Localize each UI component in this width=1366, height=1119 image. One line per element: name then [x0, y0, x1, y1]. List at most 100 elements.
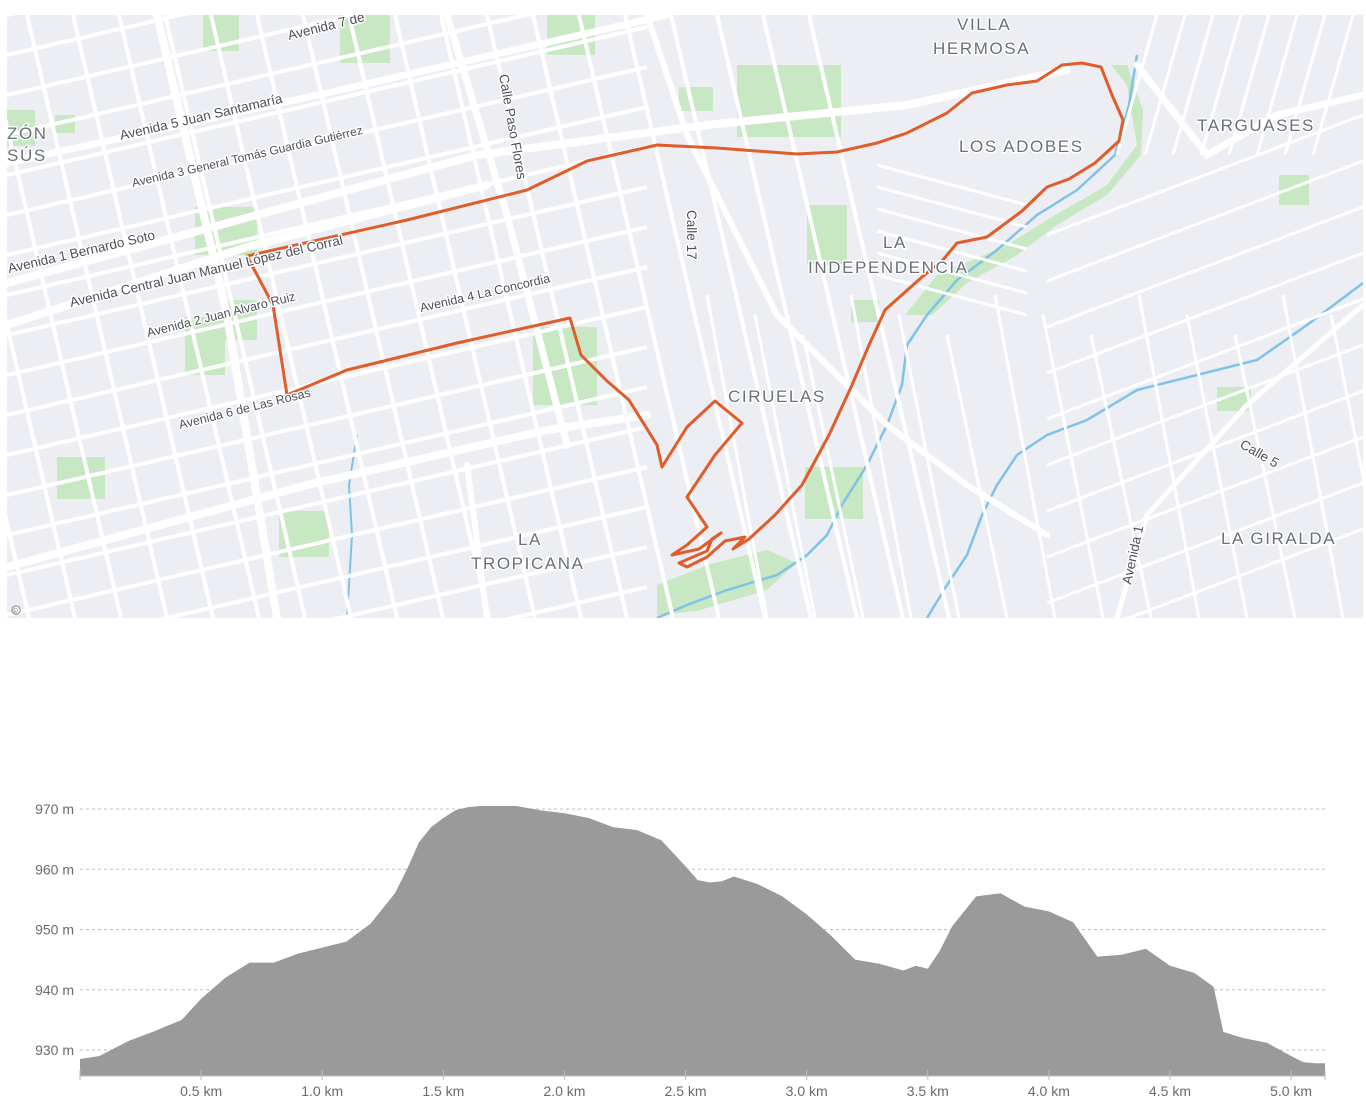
avenue	[443, 15, 571, 449]
avenue	[644, 15, 1050, 538]
park	[679, 87, 713, 111]
neighborhood-label: TARGUASES	[1197, 116, 1315, 135]
street	[1089, 334, 1153, 618]
park	[657, 550, 797, 615]
street	[163, 15, 307, 618]
elevation-chart-canvas[interactable]: 930 m 940 m 950 m 960 m 970 m 0.5 km 1.0 km 1.…	[0, 780, 1366, 1114]
street	[504, 585, 648, 618]
x-tick-label: 2.0 km	[543, 1083, 585, 1099]
avenue	[1133, 61, 1363, 160]
x-axis: 0.5 km 1.0 km 1.5 km 2.0 km 2.5 km 3.0 km 3.5 …	[79, 1070, 1326, 1099]
street	[1255, 15, 1299, 156]
y-tick-label: 970 m	[35, 801, 74, 817]
park	[851, 300, 879, 322]
x-tick-label: 4.5 km	[1149, 1083, 1191, 1099]
avenue	[7, 181, 491, 329]
roads-layer	[7, 15, 1363, 618]
street	[7, 118, 123, 618]
elevation-profile-chart[interactable]: 930 m 940 m 950 m 960 m 970 m 0.5 km 1.0 km 1.…	[0, 780, 1366, 1114]
street	[301, 15, 445, 618]
neighborhood-label: SÚS	[7, 146, 47, 165]
street	[7, 15, 189, 57]
attribution-icon[interactable]	[11, 605, 21, 615]
street	[7, 385, 648, 537]
neighborhood-label: LA	[883, 233, 907, 252]
street	[876, 185, 1028, 229]
street	[849, 294, 913, 618]
street	[1124, 527, 1363, 618]
y-tick-label: 960 m	[35, 861, 74, 877]
y-tick-label: 930 m	[35, 1042, 74, 1058]
activity-route-line[interactable]	[245, 61, 1125, 569]
street	[1046, 297, 1363, 421]
street	[1185, 314, 1249, 618]
street	[1046, 159, 1363, 283]
street	[669, 15, 813, 618]
street	[1233, 334, 1297, 618]
street	[753, 314, 817, 618]
street	[158, 505, 648, 618]
street	[1199, 15, 1243, 156]
street	[876, 207, 1028, 251]
street	[876, 251, 1028, 295]
x-tick-label: 4.0 km	[1028, 1083, 1070, 1099]
street	[439, 15, 583, 618]
street	[577, 15, 721, 618]
street	[1041, 314, 1105, 618]
street	[1171, 15, 1215, 156]
street	[945, 334, 1009, 618]
street	[1283, 15, 1327, 156]
neighborhood-label: CIRUELAS	[728, 387, 826, 406]
neighborhood-label: LOS ADOBES	[959, 137, 1084, 156]
street	[347, 15, 491, 618]
street	[1046, 251, 1363, 375]
y-tick-label: 950 m	[35, 922, 74, 938]
street	[876, 163, 1028, 207]
street	[7, 15, 535, 137]
x-tick-label: 1.0 km	[301, 1083, 343, 1099]
elevation-area	[80, 806, 1325, 1076]
street	[715, 15, 859, 618]
street	[1046, 481, 1363, 605]
street	[897, 314, 961, 618]
x-tick-label: 2.5 km	[665, 1083, 707, 1099]
map-canvas[interactable]: VILLA HERMOSA LOS ADOBES TARGUASES LA IN…	[7, 15, 1363, 618]
street	[1115, 15, 1159, 156]
street	[7, 15, 362, 97]
street	[7, 145, 648, 297]
attribution-symbol: ©	[13, 607, 19, 615]
avenue	[7, 411, 651, 571]
river	[925, 282, 1363, 618]
street	[801, 334, 865, 618]
street	[1227, 15, 1271, 156]
neighborhood-label: ZÓN	[7, 124, 48, 143]
x-tick-label: 0.5 km	[180, 1083, 222, 1099]
street	[1046, 435, 1363, 559]
x-tick-label: 5.0 km	[1270, 1083, 1312, 1099]
street	[1046, 113, 1363, 237]
street	[1143, 15, 1187, 156]
y-axis: 930 m 940 m 950 m 960 m 970 m	[35, 801, 74, 1058]
street	[25, 15, 169, 618]
street	[1046, 205, 1363, 329]
neighborhood-label: LA GIRALDA	[1221, 529, 1336, 548]
street	[993, 294, 1057, 618]
neighborhood-label: VILLA	[957, 15, 1011, 34]
route-map[interactable]: VILLA HERMOSA LOS ADOBES TARGUASES LA IN…	[7, 15, 1363, 618]
street	[485, 15, 629, 618]
avenue	[7, 15, 671, 167]
street	[117, 15, 261, 618]
street	[1311, 15, 1355, 156]
neighborhood-labels: VILLA HERMOSA LOS ADOBES TARGUASES LA IN…	[7, 15, 1336, 575]
avenue	[7, 66, 1071, 287]
street	[7, 185, 648, 337]
y-tick-label: 940 m	[35, 982, 74, 998]
x-tick-label: 3.5 km	[907, 1083, 949, 1099]
street-label: Calle 17	[684, 210, 699, 260]
street	[331, 545, 648, 618]
x-tick-label: 3.0 km	[786, 1083, 828, 1099]
street	[1329, 314, 1363, 485]
street	[1137, 294, 1201, 618]
avenue	[464, 462, 490, 618]
avenue	[1114, 302, 1363, 618]
